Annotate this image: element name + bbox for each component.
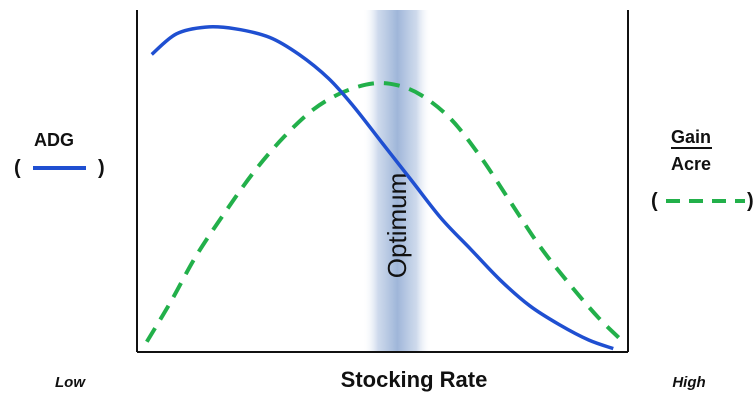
- x-high-label: High: [672, 374, 705, 391]
- left-legend: ADG ( ): [14, 130, 105, 179]
- left-paren-close: ): [98, 157, 105, 179]
- optimum-band: [362, 10, 432, 352]
- x-low-label: Low: [55, 374, 86, 391]
- right-y-label-denominator: Acre: [671, 154, 711, 174]
- left-paren-open: (: [14, 157, 21, 179]
- series-layer: [145, 25, 625, 351]
- left-y-label: ADG: [34, 130, 74, 150]
- series-line-gain-acre: [145, 81, 625, 344]
- right-y-label-numerator: Gain: [671, 127, 711, 147]
- right-legend: Gain Acre ( ): [651, 127, 754, 212]
- right-paren-open: (: [651, 190, 658, 212]
- optimum-label: Optimum: [382, 173, 412, 278]
- right-paren-close: ): [747, 190, 754, 212]
- x-axis-label: Stocking Rate: [341, 367, 488, 392]
- series-line-adg: [150, 25, 614, 351]
